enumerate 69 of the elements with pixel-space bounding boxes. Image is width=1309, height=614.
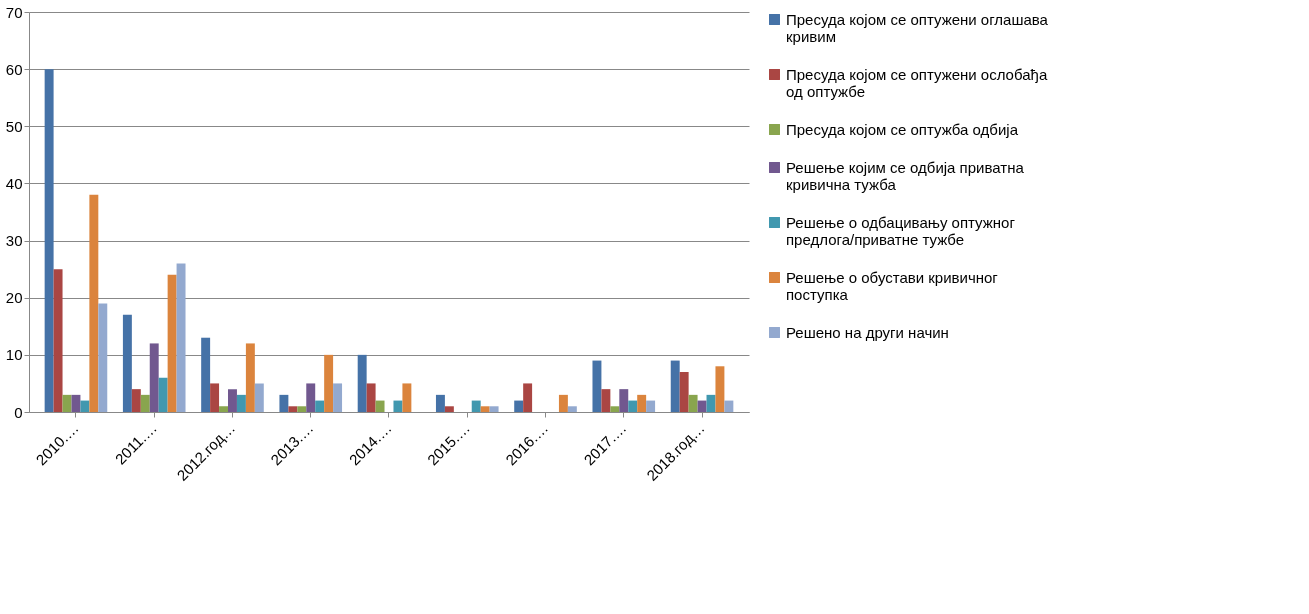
bar <box>44 69 54 412</box>
bar <box>592 360 602 412</box>
bar <box>435 394 445 412</box>
bar <box>514 400 524 412</box>
bar <box>628 400 638 412</box>
y-tick-label: 10 <box>5 346 23 364</box>
bar <box>288 406 298 412</box>
legend-label: Решење о одбацивању оптужног предлога/приватне тужбе <box>786 213 1016 248</box>
bar <box>357 354 367 412</box>
bar <box>122 314 132 412</box>
bar <box>98 303 108 412</box>
y-tick-label: 70 <box>5 3 23 21</box>
bar <box>601 389 611 412</box>
bar <box>444 406 454 412</box>
bar <box>480 406 490 412</box>
bar <box>375 400 385 412</box>
bar <box>637 394 647 412</box>
bar <box>523 383 533 412</box>
bar <box>167 274 177 412</box>
bar <box>254 383 264 412</box>
y-tick-label: 0 <box>14 403 23 421</box>
legend-label: Решење којим се одбија приватна кривична тужба <box>786 158 1025 193</box>
bar <box>53 269 63 412</box>
bar <box>71 394 81 412</box>
bar <box>393 400 403 412</box>
bar <box>724 400 734 412</box>
bar <box>402 383 412 412</box>
bar <box>149 343 159 412</box>
bar <box>558 394 568 412</box>
bar <box>619 389 629 412</box>
bar <box>210 383 220 412</box>
bar <box>471 400 481 412</box>
bar <box>158 377 168 412</box>
bar <box>315 400 325 412</box>
y-tick-label: 50 <box>5 117 23 135</box>
y-tick-label: 30 <box>5 232 23 250</box>
bar <box>245 343 255 412</box>
bar <box>236 394 246 412</box>
bar <box>324 354 334 412</box>
bar <box>333 383 343 412</box>
bar <box>688 394 698 412</box>
bar <box>228 389 237 412</box>
y-tick-label: 60 <box>5 60 23 78</box>
bar <box>489 406 499 412</box>
bar <box>219 406 229 412</box>
y-tick-label: 40 <box>5 174 23 192</box>
bar <box>297 406 307 412</box>
bar <box>610 406 620 412</box>
bar <box>306 383 316 412</box>
bar <box>176 263 186 412</box>
y-tick-label: 20 <box>5 289 23 307</box>
legend-label: Пресуда којом се оптужени ослобађа од оптужбе <box>786 65 1048 100</box>
bar <box>646 400 656 412</box>
legend-label: Решено на други начин <box>786 323 949 341</box>
bar <box>679 372 689 412</box>
bar <box>80 400 90 412</box>
bar <box>567 406 577 412</box>
bar <box>366 383 376 412</box>
bar <box>697 400 707 412</box>
legend-label: Пресуда којом се оптужени оглашава кривим <box>786 10 1049 45</box>
bar <box>201 337 211 412</box>
bar <box>670 360 680 412</box>
bar <box>279 394 289 412</box>
legend-label: Решење о обустави кривичног поступка <box>786 268 999 303</box>
bar <box>140 394 150 412</box>
legend-label: Пресуда којом се оптужба одбија <box>786 120 1019 138</box>
bar <box>131 389 141 412</box>
bar <box>89 194 99 412</box>
bar <box>715 366 725 412</box>
